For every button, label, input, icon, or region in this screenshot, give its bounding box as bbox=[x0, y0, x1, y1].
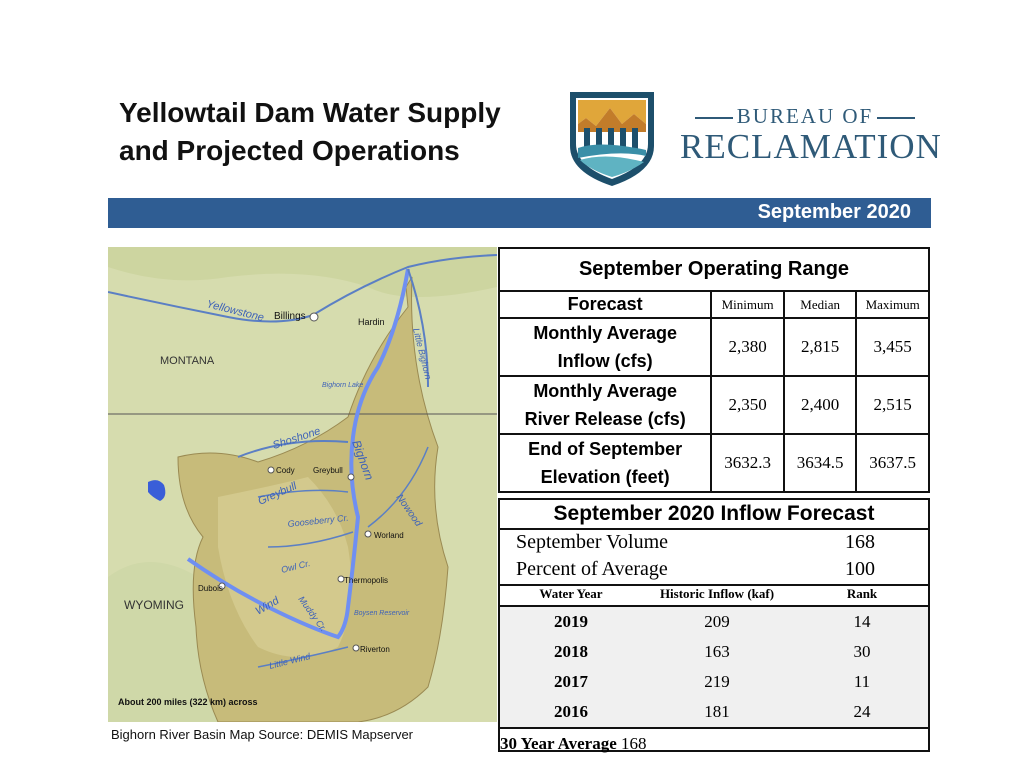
map-label-worland: Worland bbox=[374, 531, 404, 540]
banner-date: September 2020 bbox=[757, 201, 911, 223]
row-label: End of September bbox=[528, 439, 683, 459]
row-label: River Release (cfs) bbox=[524, 409, 686, 429]
row-inflow: 219 bbox=[704, 672, 730, 691]
row-inflow: 209 bbox=[704, 612, 730, 631]
map-label-boysen: Boysen Reservoir bbox=[354, 610, 410, 617]
table-row: Monthly Average Inflow (cfs) 2,380 2,815 … bbox=[497, 317, 930, 377]
cell-value: 2,815 bbox=[782, 317, 858, 377]
agency-name: BUREAU OF RECLAMATION bbox=[680, 104, 942, 167]
col-median: Median bbox=[782, 290, 858, 319]
cell-value: 3,455 bbox=[855, 317, 930, 377]
map-label-montana: MONTANA bbox=[160, 355, 215, 367]
row-rank: 11 bbox=[853, 672, 871, 691]
inflow-forecast-title: September 2020 Inflow Forecast bbox=[500, 500, 928, 530]
title-line-1: Yellowtail Dam Water Supply bbox=[119, 97, 501, 128]
map-label-thermopolis: Thermopolis bbox=[344, 576, 388, 585]
row-label: Monthly Average bbox=[533, 323, 678, 343]
col-minimum: Minimum bbox=[710, 290, 785, 319]
map-caption: Bighorn River Basin Map Source: DEMIS Ma… bbox=[111, 727, 414, 742]
header-water-year: Water Year bbox=[539, 586, 603, 601]
bighorn-basin-map: Billings Hardin Yellowstone MONTANA Litt… bbox=[108, 247, 497, 722]
agency-line-1: BUREAU OF bbox=[736, 104, 874, 128]
row-label: Inflow (cfs) bbox=[557, 351, 653, 371]
table-row: 2019 209 14 bbox=[500, 607, 928, 637]
average-label: 30 Year Average bbox=[500, 734, 617, 753]
volume-label: September Volume bbox=[516, 531, 669, 553]
row-rank: 30 bbox=[853, 642, 871, 661]
table-row: 2018 163 30 bbox=[500, 637, 928, 667]
map-label-greybull-town: Greybull bbox=[313, 466, 343, 475]
map-label-billings: Billings bbox=[274, 311, 306, 322]
cell-value: 3632.3 bbox=[710, 433, 785, 493]
average-value: 168 bbox=[621, 734, 647, 753]
cell-value: 2,350 bbox=[710, 375, 785, 435]
row-year: 2018 bbox=[554, 642, 588, 661]
thirty-year-average-row: 30 Year Average 168 bbox=[500, 727, 928, 759]
row-year: 2016 bbox=[554, 702, 588, 721]
title-line-2: and Projected Operations bbox=[119, 135, 460, 166]
date-banner: September 2020 bbox=[108, 198, 931, 228]
map-label-wyoming: WYOMING bbox=[124, 598, 184, 612]
cell-value: 3637.5 bbox=[855, 433, 930, 493]
document-title: Yellowtail Dam Water Supply and Projecte… bbox=[119, 94, 501, 170]
map-label-bighorn-lake: Bighorn Lake bbox=[322, 382, 363, 389]
row-inflow: 181 bbox=[704, 702, 730, 721]
percent-row: Percent of Average 100 bbox=[500, 557, 928, 584]
table-row: Monthly Average River Release (cfs) 2,350… bbox=[497, 375, 930, 435]
operating-range-table: September Operating Range Forecast Minim… bbox=[497, 247, 930, 493]
operating-range-title: September Operating Range bbox=[498, 247, 930, 292]
cell-value: 2,380 bbox=[710, 317, 785, 377]
map-label-hardin: Hardin bbox=[358, 317, 385, 327]
agency-line-2: RECLAMATION bbox=[680, 127, 942, 166]
percent-label: Percent of Average bbox=[516, 558, 668, 580]
col-maximum: Maximum bbox=[855, 290, 930, 319]
row-year: 2019 bbox=[554, 612, 588, 631]
row-rank: 24 bbox=[853, 702, 871, 721]
map-label-cody: Cody bbox=[276, 466, 295, 475]
percent-value: 100 bbox=[845, 558, 875, 580]
map-label-dubois: Dubois bbox=[198, 584, 223, 593]
map-label-riverton: Riverton bbox=[360, 645, 390, 654]
row-label: Elevation (feet) bbox=[540, 467, 670, 487]
row-rank: 14 bbox=[853, 612, 871, 631]
volume-value: 168 bbox=[845, 531, 875, 553]
history-header: Water Year Historic Inflow (kaf) Rank bbox=[500, 584, 928, 607]
volume-row: September Volume 168 bbox=[500, 530, 928, 557]
reclamation-logo bbox=[570, 92, 654, 186]
header-rank: Rank bbox=[846, 586, 878, 601]
row-label: Monthly Average bbox=[533, 381, 678, 401]
header-historic-inflow: Historic Inflow (kaf) bbox=[659, 586, 775, 601]
row-year: 2017 bbox=[554, 672, 588, 691]
forecast-header: Forecast bbox=[497, 290, 713, 319]
table-row: 2017 219 11 bbox=[500, 667, 928, 697]
row-inflow: 163 bbox=[704, 642, 730, 661]
cell-value: 3634.5 bbox=[782, 433, 858, 493]
cell-value: 2,400 bbox=[782, 375, 858, 435]
cell-value: 2,515 bbox=[855, 375, 930, 435]
inflow-forecast-panel: September 2020 Inflow Forecast September… bbox=[498, 498, 930, 753]
table-row: 2016 181 24 bbox=[500, 697, 928, 727]
map-scale-note: About 200 miles (322 km) across bbox=[118, 697, 258, 707]
table-row: End of September Elevation (feet) 3632.3 … bbox=[497, 433, 930, 493]
